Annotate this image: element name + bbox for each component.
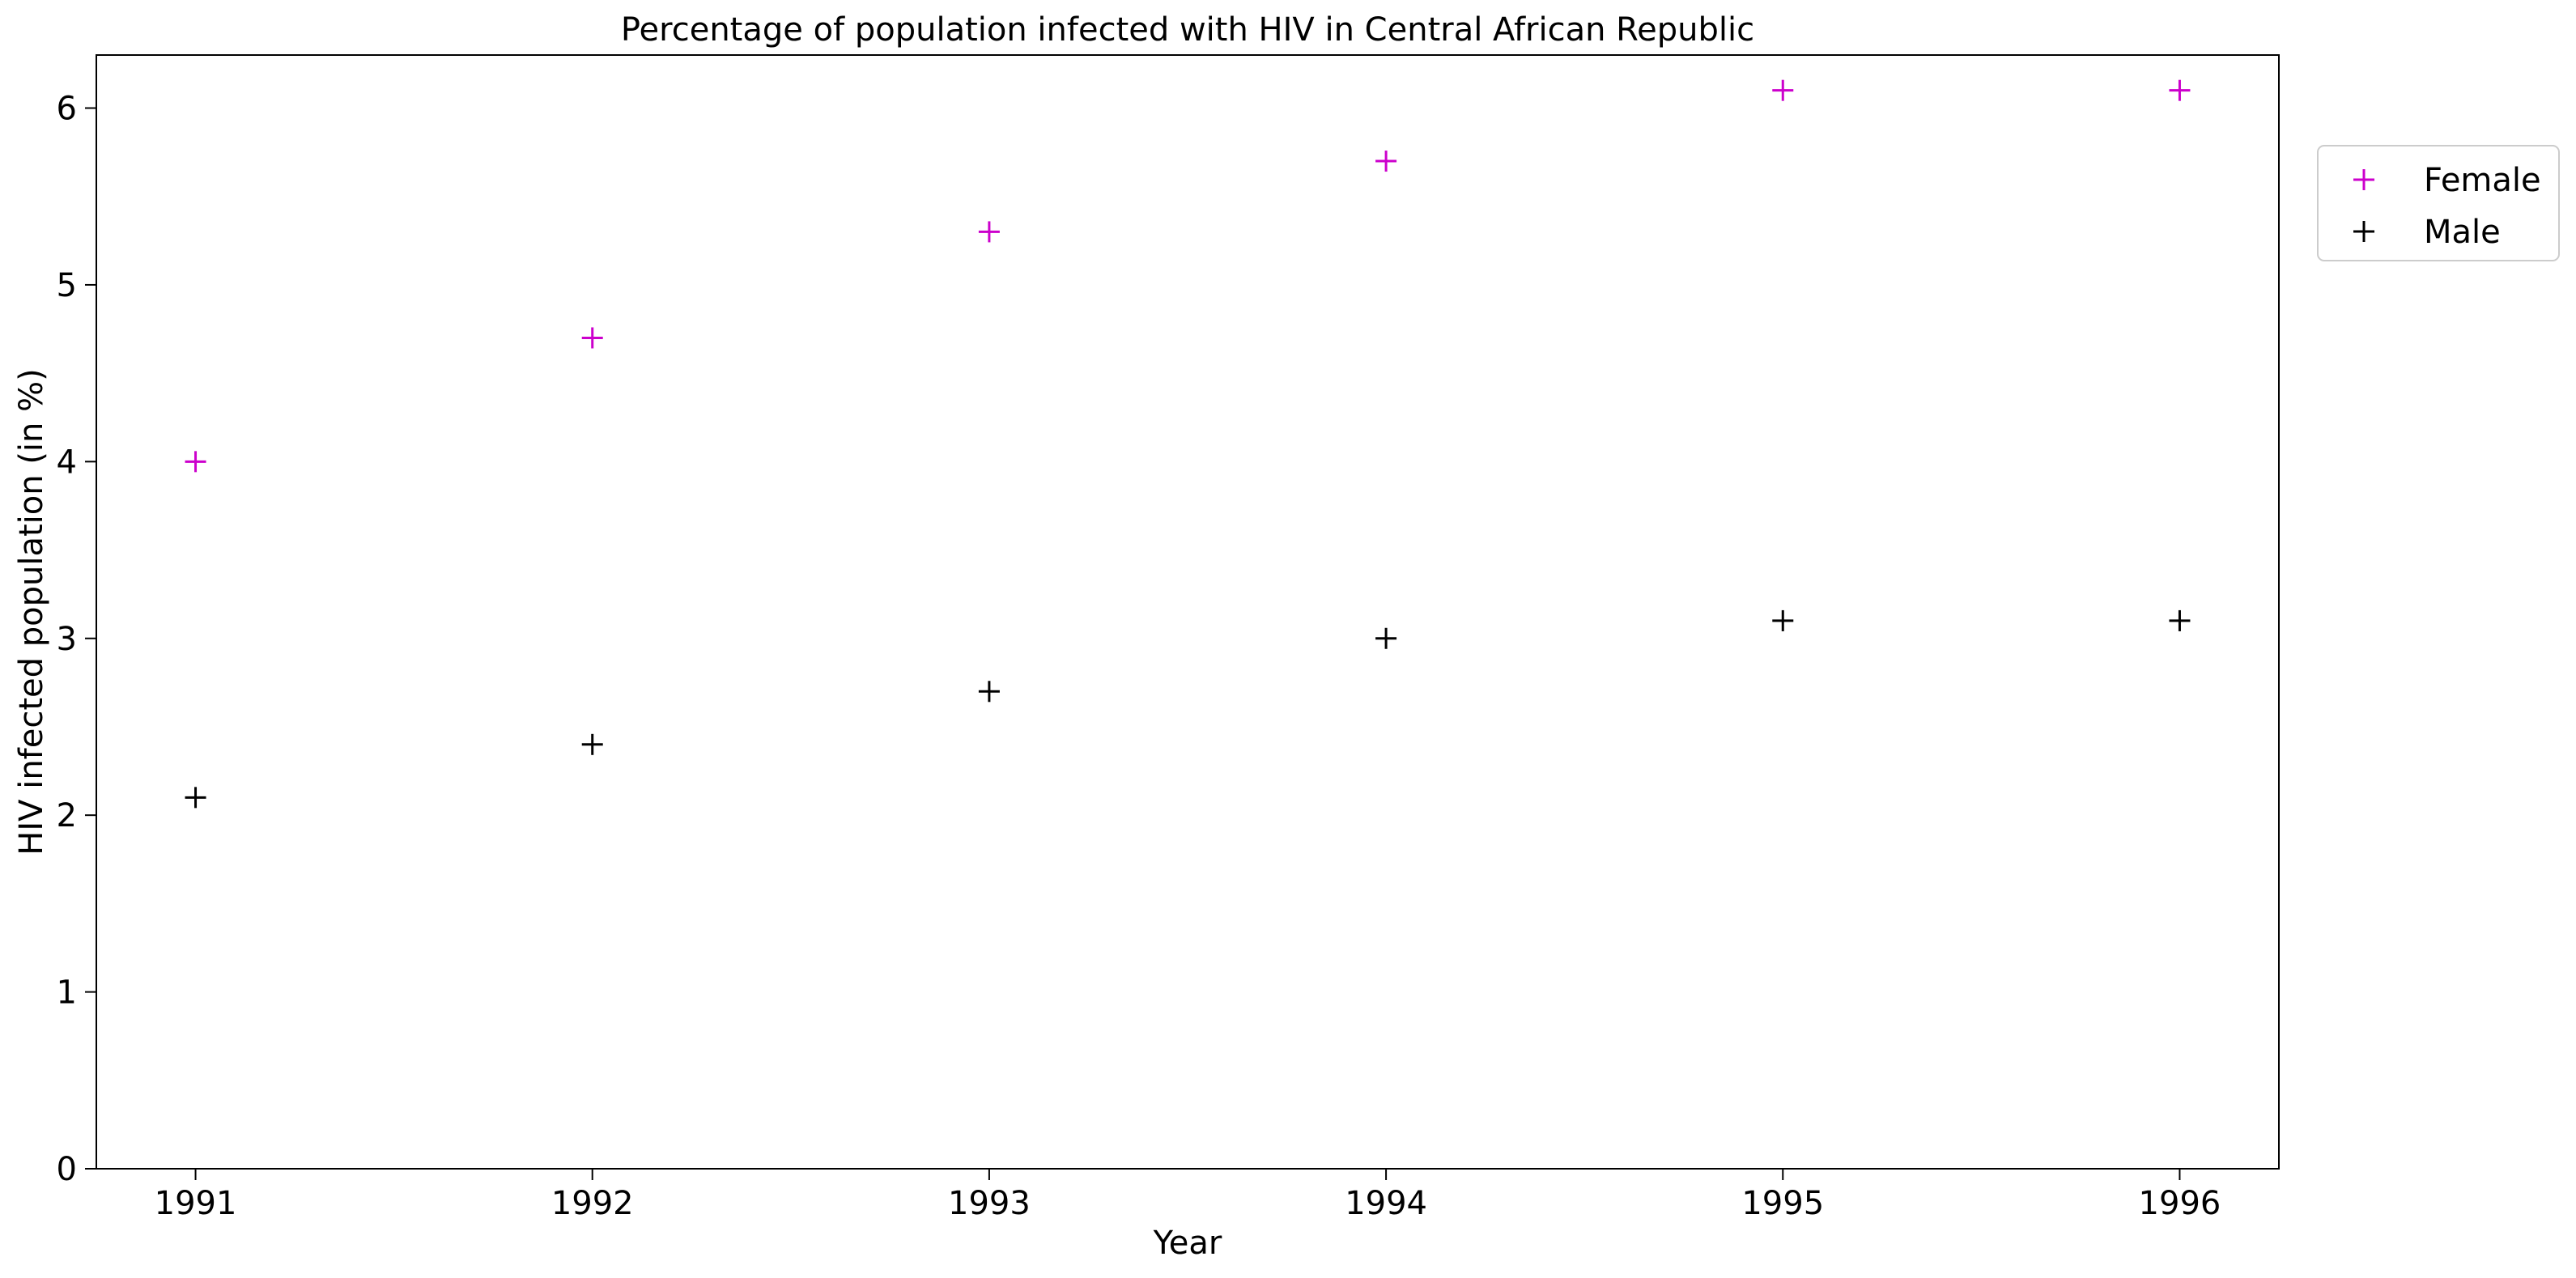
data-point-male — [185, 787, 206, 809]
legend-box — [2317, 145, 2560, 261]
data-point-female — [2169, 79, 2191, 101]
y-tick-label: 2 — [57, 797, 77, 834]
y-axis: 0 1 2 3 4 5 6 — [57, 91, 96, 1188]
legend-marker-male — [2353, 221, 2374, 242]
y-axis-title: HIV infected population (in %) — [13, 368, 50, 855]
y-tick-label: 4 — [57, 444, 77, 481]
data-point-female — [185, 451, 206, 473]
y-tick-label: 3 — [57, 621, 77, 658]
data-point-female — [1375, 151, 1397, 172]
data-points — [185, 79, 2191, 809]
chart-title: Percentage of population infected with H… — [621, 11, 1754, 49]
legend-label-female: Female — [2424, 162, 2541, 199]
x-tick-label: 1996 — [2139, 1185, 2221, 1222]
data-point-male — [2169, 609, 2191, 631]
plot-frame — [96, 54, 2280, 1170]
x-tick-label: 1992 — [551, 1185, 634, 1222]
legend-marker-female — [2353, 169, 2374, 190]
data-point-male — [1375, 627, 1397, 649]
y-tick-label: 1 — [57, 974, 77, 1012]
x-tick-label: 1994 — [1345, 1185, 1427, 1222]
data-point-male — [978, 681, 1000, 703]
data-point-male — [581, 733, 603, 755]
legend-label-male: Male — [2424, 214, 2501, 251]
x-axis: 1991 1992 1993 1994 1995 1996 — [155, 1169, 2221, 1222]
data-point-female — [1772, 79, 1794, 101]
x-tick-label: 1995 — [1741, 1185, 1824, 1222]
x-tick-label: 1991 — [155, 1185, 237, 1222]
y-tick-label: 0 — [57, 1151, 77, 1188]
x-tick-label: 1993 — [948, 1185, 1031, 1222]
data-point-female — [581, 327, 603, 349]
data-point-female — [978, 221, 1000, 243]
y-tick-label: 6 — [57, 91, 77, 128]
legend: Female Male — [2317, 145, 2560, 261]
data-point-male — [1772, 609, 1794, 631]
y-tick-label: 5 — [57, 267, 77, 304]
x-axis-title: Year — [1153, 1225, 1222, 1262]
